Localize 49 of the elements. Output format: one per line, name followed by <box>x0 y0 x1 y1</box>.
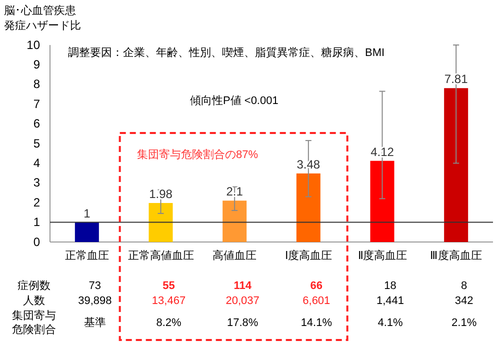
annotation: 集団寄与危険割合の87% <box>137 148 258 161</box>
text: 39,898 <box>78 295 112 307</box>
text: 8 <box>461 280 468 292</box>
text: 114 <box>234 280 252 292</box>
bar <box>148 202 173 242</box>
y-tick-label: 6 <box>33 116 40 131</box>
y-tick-label: 10 <box>26 38 40 52</box>
text: 13,467 <box>152 295 186 307</box>
x-tick-label: 高値血圧 <box>212 248 257 262</box>
x-tick-label: 正常血圧 <box>64 248 109 262</box>
bar <box>296 173 320 242</box>
text: 342 <box>454 295 474 307</box>
text: 集団寄与危険割合 <box>12 309 56 336</box>
y-tick-label: 1 <box>33 215 40 230</box>
bar <box>370 160 394 242</box>
annotation: 調整要因：企業、年齢、性別、喫煙、脂質異常症、糖尿病、BMI <box>68 46 385 59</box>
data-label: 1 <box>84 206 91 220</box>
text: 66 <box>310 280 323 292</box>
text: 人数 <box>23 295 45 307</box>
x-tick-label: Ⅱ度高血圧 <box>358 248 407 262</box>
x-tick-label: 正常高値血圧 <box>128 248 194 262</box>
text: 18 <box>384 280 396 292</box>
y-tick-label: 9 <box>33 58 40 72</box>
bar <box>74 222 99 242</box>
annotation: 傾向性P値 <0.001 <box>190 95 278 107</box>
bar <box>222 200 247 242</box>
text: 基準 <box>84 316 106 329</box>
y-tick-label: 0 <box>33 234 40 249</box>
text: 17.8% <box>226 317 258 329</box>
y-tick-label: 3 <box>33 176 40 190</box>
text: 55 <box>162 280 175 292</box>
y-axis-title: 脳･心血管疾患発症ハザード比 <box>4 4 81 32</box>
text: 20,037 <box>226 295 260 307</box>
text: 4.1% <box>378 317 403 329</box>
text: 73 <box>88 280 102 292</box>
y-tick-label: 4 <box>33 156 40 170</box>
text: 症例数 <box>18 279 50 292</box>
y-tick-label: 2 <box>33 195 40 210</box>
text: 6,601 <box>302 295 330 307</box>
bar <box>444 88 468 242</box>
text: 14.1% <box>300 317 332 329</box>
text: 2.1% <box>452 317 477 329</box>
x-tick-label: Ⅰ度高血圧 <box>284 248 332 262</box>
y-tick-label: 8 <box>33 77 40 92</box>
y-tick-label: 7 <box>33 96 40 111</box>
text: 1,441 <box>376 295 404 307</box>
x-tick-label: Ⅲ度高血圧 <box>430 248 482 262</box>
text: 8.2% <box>156 317 182 329</box>
y-tick-label: 5 <box>33 136 40 150</box>
